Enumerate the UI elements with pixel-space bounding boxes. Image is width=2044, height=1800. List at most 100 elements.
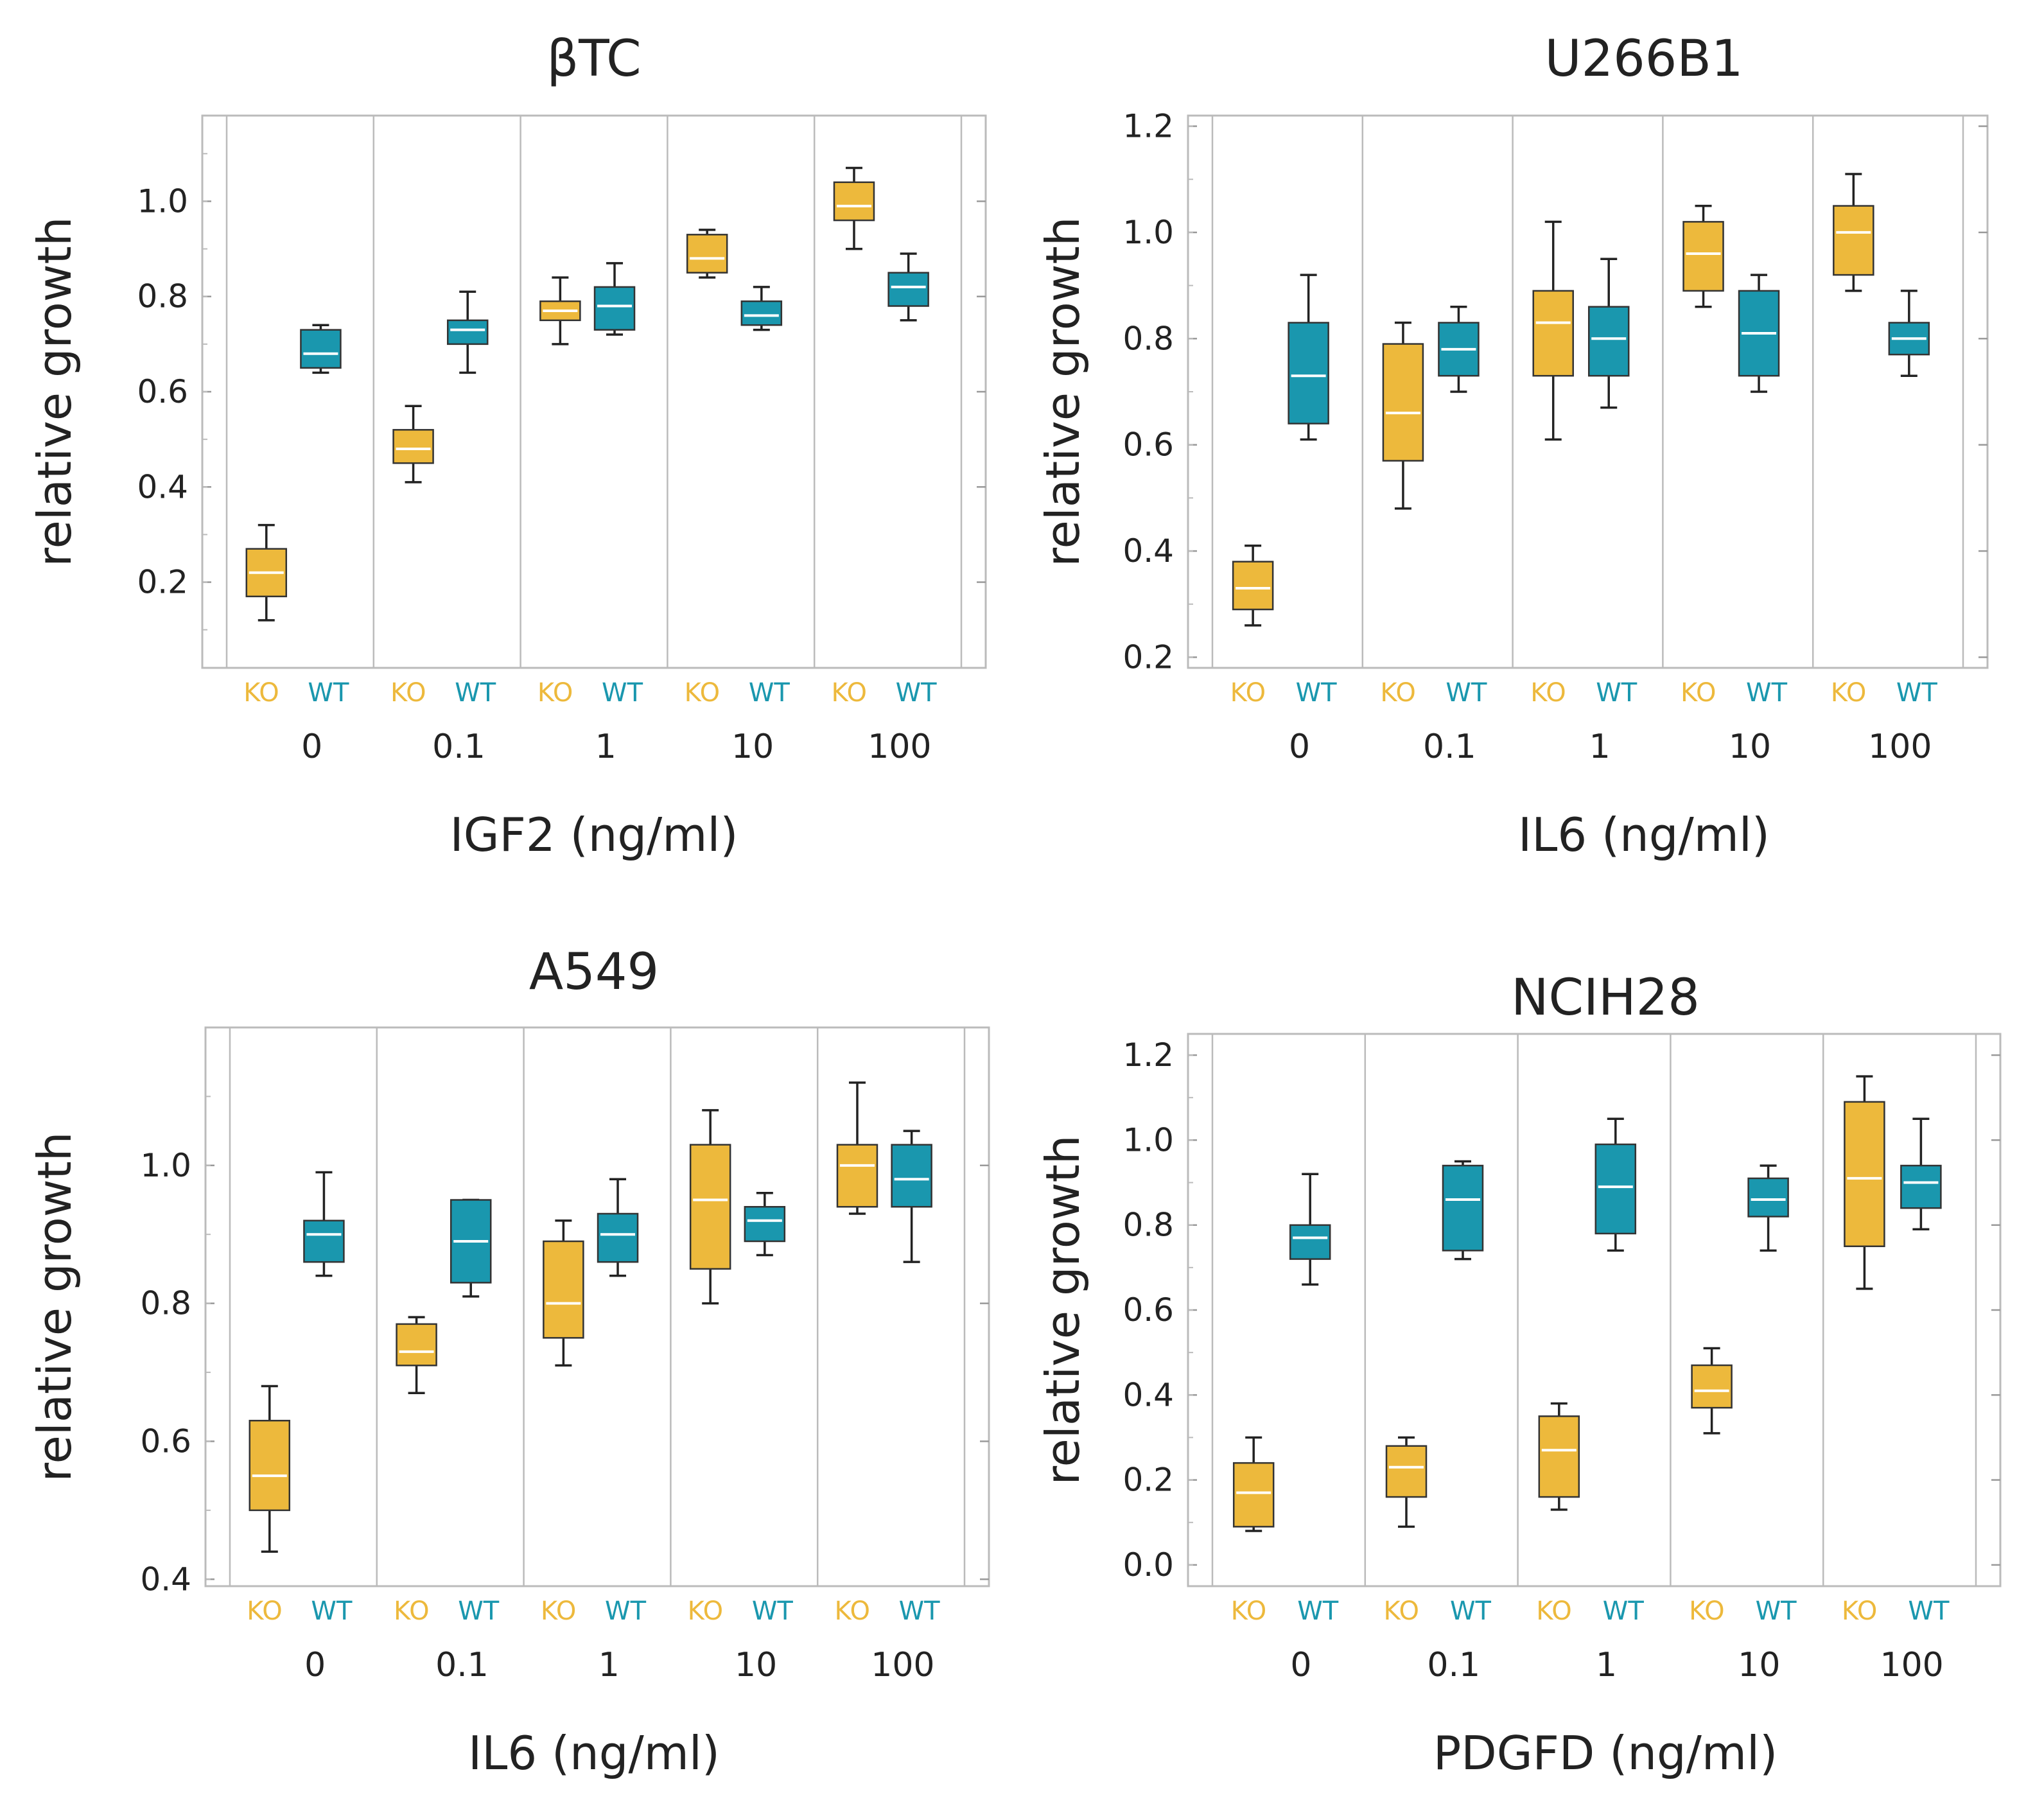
group-label-wt: WT	[749, 678, 791, 708]
box-iqr	[597, 1212, 639, 1263]
y-tick-label: 1.0	[1122, 1121, 1174, 1158]
group-label-ko: KO	[1530, 678, 1566, 708]
ko-box-1	[543, 1219, 584, 1367]
ko-box-0.1	[1382, 321, 1424, 510]
y-tick-label: 0.2	[1122, 638, 1174, 676]
wt-box-0.1	[450, 1198, 492, 1298]
group-label-ko: KO	[1383, 1596, 1419, 1626]
group-label-wt: WT	[1896, 678, 1938, 708]
box-iqr	[446, 319, 489, 345]
group-label-wt: WT	[1446, 678, 1487, 708]
y-tick-label: 0.6	[1122, 426, 1174, 464]
ko-box-100	[1844, 1075, 1885, 1290]
y-tick-label: 1.0	[140, 1147, 191, 1184]
group-label-wt: WT	[1297, 1596, 1339, 1626]
group-label-wt: WT	[896, 678, 938, 708]
box-iqr	[1232, 561, 1274, 611]
ko-box-0	[249, 1385, 291, 1553]
group-label-wt: WT	[752, 1596, 794, 1626]
group-label-wt: WT	[1450, 1596, 1492, 1626]
group-label-ko: KO	[247, 1596, 283, 1626]
group-label-wt: WT	[458, 1596, 500, 1626]
chart-title: U266B1	[1544, 30, 1743, 88]
x-category-label: 0.1	[1423, 728, 1476, 766]
wt-box-1	[1587, 258, 1630, 409]
wt-box-0	[303, 1171, 345, 1277]
box-iqr	[689, 1144, 731, 1270]
group-label-ko: KO	[1831, 678, 1867, 708]
box-iqr	[1594, 1143, 1637, 1235]
group-label-ko: KO	[831, 678, 867, 708]
ko-box-1	[539, 276, 581, 345]
y-tick-label: 0.0	[1122, 1546, 1174, 1584]
ko-box-1	[1532, 220, 1574, 441]
ko-box-10	[1691, 1347, 1733, 1435]
y-tick-label: 0.8	[1122, 320, 1174, 357]
wt-box-0	[1289, 1173, 1331, 1286]
box-iqr	[887, 272, 929, 307]
ko-box-100	[833, 166, 875, 250]
y-tick-label: 0.6	[137, 373, 188, 410]
group-label-wt: WT	[311, 1596, 353, 1626]
x-category-label: 0.1	[432, 728, 485, 766]
box-iqr	[1385, 1445, 1428, 1498]
x-category-label: 0.1	[435, 1646, 489, 1684]
ko-box-10	[686, 229, 728, 279]
wt-box-10	[1747, 1164, 1789, 1252]
wt-box-1	[1594, 1117, 1637, 1252]
y-tick-label: 0.4	[140, 1560, 191, 1598]
wt-box-1	[597, 1178, 639, 1277]
x-category-label: 0	[1289, 728, 1310, 766]
box-iqr	[1833, 205, 1874, 276]
group-label-ko: KO	[243, 678, 279, 708]
wt-box-1	[593, 262, 636, 336]
x-axis-label: PDGFD (ng/ml)	[1433, 1726, 1778, 1780]
box-iqr	[392, 429, 434, 464]
group-label-wt: WT	[308, 678, 349, 708]
ko-box-0	[245, 523, 288, 622]
ko-box-1	[1538, 1402, 1580, 1511]
group-label-wt: WT	[602, 678, 643, 708]
x-category-label: 100	[868, 728, 931, 766]
y-tick-label: 0.8	[137, 278, 188, 315]
wt-box-10	[740, 286, 783, 331]
x-category-label: 100	[1868, 728, 1932, 766]
wt-box-0.1	[446, 290, 489, 374]
wt-box-10	[744, 1192, 786, 1257]
ko-box-0.1	[396, 1316, 437, 1395]
x-axis-label: IGF2 (ng/ml)	[450, 808, 738, 862]
box-iqr	[1844, 1101, 1885, 1248]
box-iqr	[543, 1240, 584, 1339]
group-label-wt: WT	[1908, 1596, 1950, 1626]
ko-box-0	[1232, 1436, 1275, 1532]
box-iqr	[1682, 221, 1724, 292]
chart-title: NCIH28	[1511, 969, 1700, 1027]
box-iqr	[1289, 1224, 1331, 1260]
plot-frame	[204, 1026, 990, 1587]
group-label-ko: KO	[685, 678, 721, 708]
x-category-label: 0	[304, 1646, 326, 1684]
y-tick-label: 0.4	[137, 468, 188, 505]
group-label-ko: KO	[1842, 1596, 1878, 1626]
x-category-label: 1	[595, 728, 616, 766]
x-category-label: 1	[1596, 1646, 1617, 1684]
y-tick-label: 1.0	[1122, 214, 1174, 251]
group-label-ko: KO	[390, 678, 426, 708]
y-tick-label: 0.4	[1122, 1376, 1174, 1413]
box-iqr	[1747, 1177, 1789, 1218]
chart-title: βTC	[546, 30, 641, 88]
y-tick-label: 1.2	[1122, 108, 1174, 145]
y-tick-label: 0.6	[1122, 1291, 1174, 1329]
group-label-wt: WT	[899, 1596, 941, 1626]
y-axis-label: relative growth	[28, 1132, 82, 1482]
group-label-ko: KO	[1230, 678, 1266, 708]
box-iqr	[303, 1219, 345, 1263]
y-tick-label: 1.0	[137, 182, 188, 220]
box-iqr	[1232, 1462, 1275, 1528]
box-iqr	[1288, 322, 1329, 424]
group-label-wt: WT	[455, 678, 496, 708]
